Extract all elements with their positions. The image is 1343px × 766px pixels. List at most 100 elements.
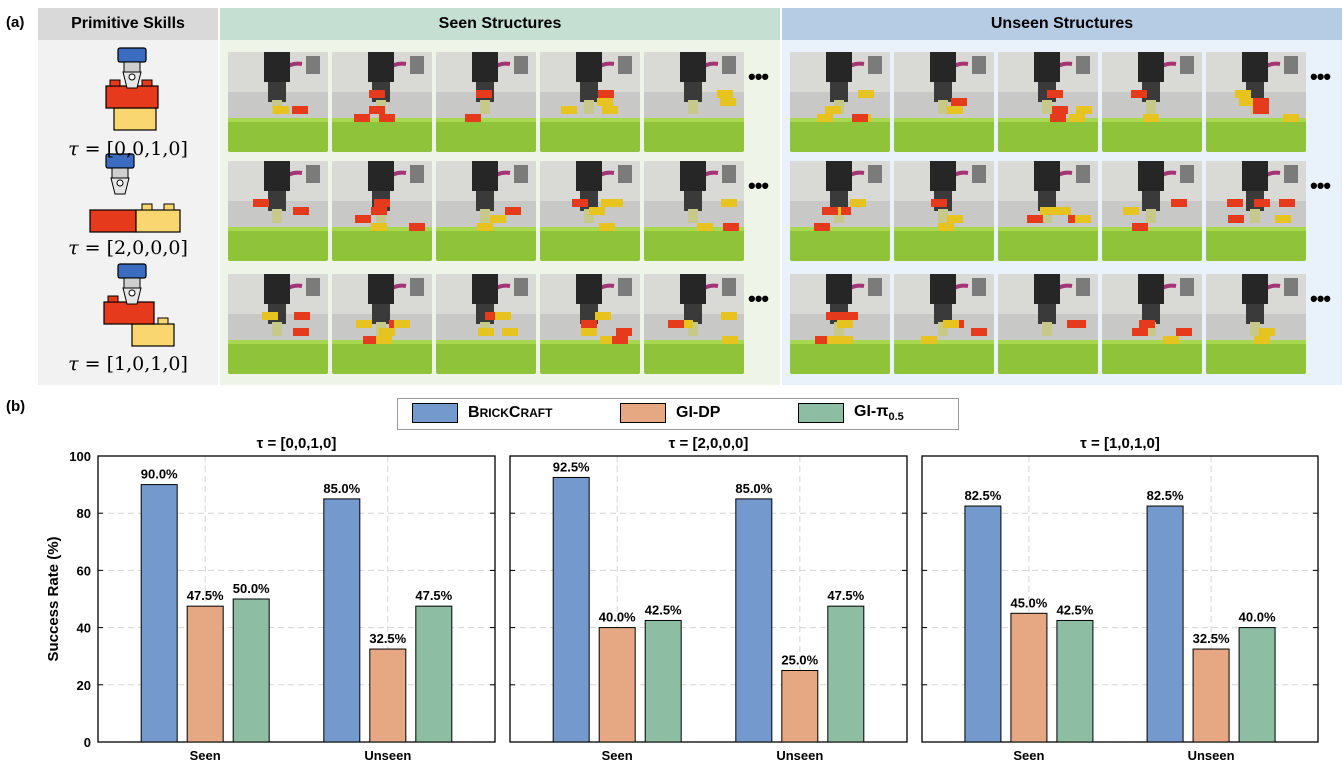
bar-value-label: 90.0% [141, 467, 178, 482]
robot-photo-thumbnail [894, 52, 994, 152]
plot-frame [921, 455, 1319, 743]
chart-title: τ = [1,0,1,0] [1080, 435, 1160, 452]
robot-photo-thumbnail [1102, 274, 1202, 374]
x-tick-label: Unseen [364, 748, 411, 763]
ellipsis: ••• [748, 286, 769, 311]
bar-value-label: 85.0% [735, 481, 772, 496]
ellipsis: ••• [1310, 286, 1331, 311]
robot-photo-thumbnail [790, 52, 890, 152]
x-tick-label: Seen [190, 748, 221, 763]
y-tick-label: 80 [77, 506, 91, 521]
skill-icon [96, 46, 206, 141]
robot-photo-thumbnail [644, 274, 744, 374]
bar-value-label: 92.5% [553, 459, 590, 474]
robot-photo-thumbnail [790, 161, 890, 261]
bar-value-label: 32.5% [369, 631, 406, 646]
ellipsis: ••• [748, 173, 769, 198]
legend-swatch-gidp [620, 403, 666, 423]
bar [140, 484, 178, 743]
y-tick-label: 20 [77, 678, 91, 693]
primitive-skills-header: Primitive Skills [38, 8, 218, 40]
seen-structures-header: Seen Structures [220, 8, 780, 40]
robot-photo-thumbnail [332, 274, 432, 374]
ellipsis: ••• [1310, 64, 1331, 89]
legend-item-gipi: GI-π0.5 [798, 403, 904, 423]
bar [644, 619, 682, 743]
plot-frame [509, 455, 908, 743]
bar [964, 505, 1002, 743]
bar [1238, 627, 1276, 743]
robot-photo-thumbnail [998, 52, 1098, 152]
bar [1056, 619, 1094, 743]
x-tick-label: Seen [1013, 748, 1044, 763]
robot-photo-thumbnail [644, 161, 744, 261]
bar [415, 605, 453, 743]
y-tick-label: 0 [84, 735, 91, 750]
robot-photo-thumbnail [436, 161, 536, 261]
robot-photo-thumbnail [436, 274, 536, 374]
ellipsis: ••• [748, 64, 769, 89]
panel-b-label: (b) [6, 398, 26, 415]
chart-title: τ = [0,0,1,0] [257, 435, 337, 452]
bar-value-label: 82.5% [964, 488, 1001, 503]
panel-a-label: (a) [6, 14, 25, 31]
bar [232, 598, 270, 743]
bar-value-label: 47.5% [187, 588, 224, 603]
bar [598, 627, 636, 743]
robot-photo-thumbnail [790, 274, 890, 374]
bar-value-label: 50.0% [233, 581, 270, 596]
bar [1192, 648, 1230, 743]
bar [735, 498, 773, 743]
robot-photo-thumbnail [228, 52, 328, 152]
bar [781, 670, 819, 743]
robot-photo-thumbnail [1206, 161, 1306, 261]
bar-value-label: 32.5% [1193, 631, 1230, 646]
robot-photo-thumbnail [436, 52, 536, 152]
legend-item-brickcraft: BRICKCRAFT [412, 403, 552, 423]
bar-value-label: 85.0% [323, 481, 360, 496]
robot-photo-thumbnail [1102, 161, 1202, 261]
chart-title: τ = [2,0,0,0] [669, 435, 749, 452]
legend-swatch-brickcraft [412, 403, 458, 423]
y-tick-label: 40 [77, 621, 91, 636]
x-tick-label: Unseen [1188, 748, 1235, 763]
bar-value-label: 25.0% [781, 653, 818, 668]
robot-photo-thumbnail [894, 161, 994, 261]
robot-photo-thumbnail [998, 274, 1098, 374]
robot-photo-thumbnail [228, 274, 328, 374]
bar-value-label: 40.0% [1239, 610, 1276, 625]
robot-photo-thumbnail [998, 161, 1098, 261]
skill-icon [82, 152, 192, 247]
bar [369, 648, 407, 743]
robot-photo-thumbnail [228, 161, 328, 261]
skill-tau-label: τ = [2,0,0,0] [68, 237, 188, 259]
bar [827, 605, 865, 743]
legend-label-gidp: GI-DP [676, 404, 721, 421]
bar [186, 605, 224, 743]
bar-value-label: 42.5% [645, 602, 682, 617]
bar-value-label: 42.5% [1056, 602, 1093, 617]
legend-label-gipi: GI-π0.5 [854, 403, 904, 424]
bar [323, 498, 361, 743]
skill-icon [96, 262, 206, 357]
ellipsis: ••• [1310, 173, 1331, 198]
y-axis-label: Success Rate (%) [45, 536, 62, 661]
robot-photo-thumbnail [540, 52, 640, 152]
bar-value-label: 40.0% [599, 610, 636, 625]
bar-value-label: 82.5% [1147, 488, 1184, 503]
bar [1146, 505, 1184, 743]
bar-value-label: 45.0% [1010, 595, 1047, 610]
skill-tau-label: τ = [1,0,1,0] [68, 353, 188, 375]
x-tick-label: Seen [602, 748, 633, 763]
legend-item-gidp: GI-DP [620, 403, 720, 423]
x-tick-label: Unseen [776, 748, 823, 763]
bar-value-label: 47.5% [415, 588, 452, 603]
y-tick-label: 100 [69, 449, 91, 464]
robot-photo-thumbnail [332, 161, 432, 261]
robot-photo-thumbnail [644, 52, 744, 152]
robot-photo-thumbnail [332, 52, 432, 152]
bar [1010, 612, 1048, 743]
plot-frame [97, 455, 496, 743]
bar [552, 476, 590, 743]
robot-photo-thumbnail [1206, 52, 1306, 152]
